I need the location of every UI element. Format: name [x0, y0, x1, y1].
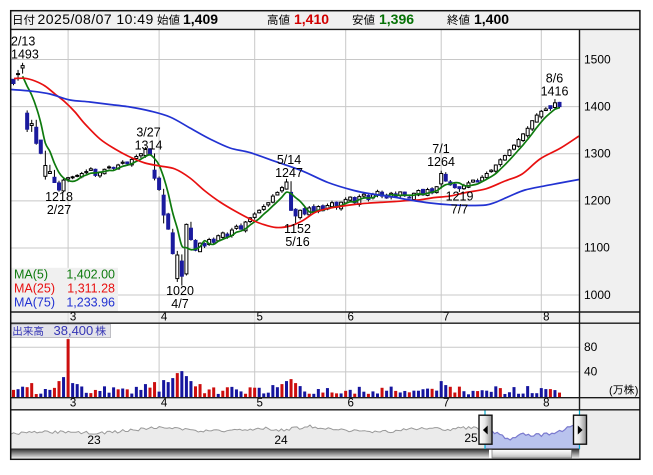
svg-text:5: 5: [256, 397, 262, 409]
svg-text:25: 25: [464, 431, 478, 445]
svg-text:4/7: 4/7: [171, 297, 188, 311]
svg-text:3: 3: [70, 311, 76, 323]
svg-text:1152: 1152: [284, 222, 311, 236]
svg-text:4: 4: [161, 311, 168, 323]
svg-text:1264: 1264: [427, 155, 455, 169]
svg-text:1247: 1247: [275, 166, 303, 180]
svg-text:5: 5: [256, 311, 262, 323]
svg-text:MA(75): MA(75): [14, 296, 55, 310]
svg-text:2025/08/07 10:49: 2025/08/07 10:49: [38, 11, 154, 27]
svg-text:): ): [635, 385, 639, 397]
svg-text:7/7: 7/7: [451, 203, 468, 217]
svg-text:6: 6: [347, 311, 353, 323]
svg-text:MA(25): MA(25): [14, 282, 55, 296]
svg-text:1020: 1020: [166, 284, 194, 298]
svg-text:7/1: 7/1: [432, 142, 449, 156]
svg-text:1416: 1416: [541, 85, 569, 99]
svg-text:1219: 1219: [446, 190, 474, 204]
svg-text:40: 40: [584, 365, 598, 379]
svg-text:8: 8: [543, 397, 549, 409]
svg-text:1100: 1100: [584, 241, 610, 255]
svg-text:6: 6: [347, 397, 353, 409]
svg-text:3: 3: [70, 397, 76, 409]
svg-text:1,409: 1,409: [183, 11, 218, 27]
svg-text:MA(5): MA(5): [14, 268, 48, 282]
svg-text:80: 80: [584, 340, 598, 354]
svg-text:1500: 1500: [584, 52, 611, 66]
svg-text:1300: 1300: [584, 147, 611, 161]
svg-text:7: 7: [443, 397, 449, 409]
svg-text:1,311.28: 1,311.28: [67, 282, 115, 296]
svg-text:1218: 1218: [45, 190, 73, 204]
svg-text:(: (: [609, 385, 613, 397]
svg-text:1,233.96: 1,233.96: [66, 296, 115, 310]
svg-text:7: 7: [443, 311, 449, 323]
svg-text:1314: 1314: [135, 139, 163, 153]
svg-text:1,396: 1,396: [379, 11, 414, 27]
svg-text:4: 4: [161, 397, 168, 409]
svg-text:23: 23: [87, 433, 101, 447]
svg-text:38,400: 38,400: [54, 323, 94, 338]
svg-text:2/13: 2/13: [11, 35, 35, 49]
svg-text:3/27: 3/27: [136, 126, 160, 140]
svg-text:1,402.00: 1,402.00: [66, 268, 115, 282]
svg-text:2/27: 2/27: [47, 203, 71, 217]
svg-text:1000: 1000: [584, 288, 611, 302]
svg-text:8: 8: [543, 311, 549, 323]
svg-text:1493: 1493: [11, 48, 39, 62]
svg-text:5/14: 5/14: [277, 153, 301, 167]
svg-text:8/6: 8/6: [546, 72, 563, 86]
svg-text:5/16: 5/16: [285, 235, 309, 249]
svg-text:24: 24: [274, 433, 288, 447]
svg-text:1200: 1200: [584, 194, 611, 208]
svg-text:1400: 1400: [584, 99, 611, 113]
svg-text:1,400: 1,400: [474, 11, 509, 27]
svg-text:1,410: 1,410: [294, 11, 329, 27]
